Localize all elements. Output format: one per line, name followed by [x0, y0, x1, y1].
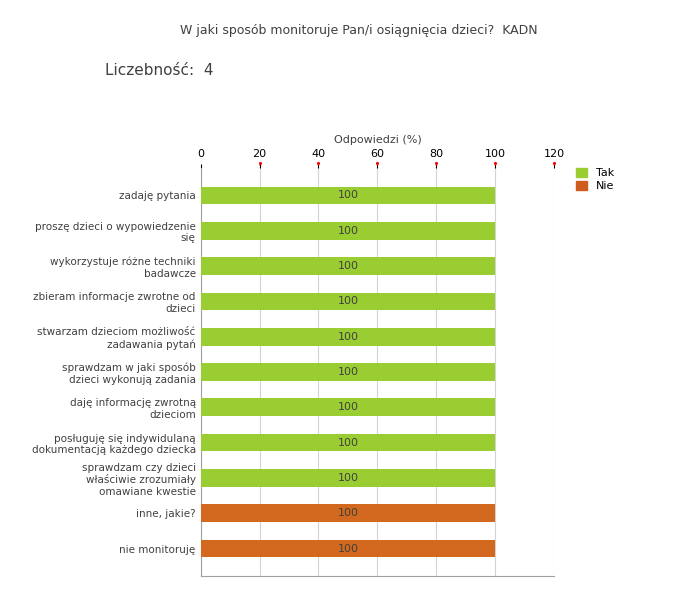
Bar [201, 505, 495, 522]
Bar [201, 540, 495, 557]
Bar [201, 434, 495, 451]
Text: 100: 100 [337, 367, 358, 377]
Text: 100: 100 [337, 508, 358, 518]
Text: W jaki sposób monitoruje Pan/i osiągnięcia dzieci?  KADN: W jaki sposób monitoruje Pan/i osiągnięc… [180, 24, 538, 37]
Bar [201, 469, 495, 487]
Text: 100: 100 [337, 403, 358, 412]
Text: 100: 100 [337, 296, 358, 307]
X-axis label: Odpowiedzi (%): Odpowiedzi (%) [333, 136, 422, 145]
Text: 100: 100 [337, 261, 358, 271]
Bar [201, 222, 495, 239]
Text: 100: 100 [337, 473, 358, 483]
Bar [201, 257, 495, 275]
Bar [201, 398, 495, 416]
Bar [201, 187, 495, 204]
Text: 100: 100 [337, 437, 358, 448]
Bar [201, 328, 495, 346]
Text: 100: 100 [337, 332, 358, 341]
Text: Liczebność:  4: Liczebność: 4 [105, 63, 214, 78]
Text: 100: 100 [337, 226, 358, 236]
Bar [201, 363, 495, 381]
Bar [201, 293, 495, 310]
Text: 100: 100 [337, 190, 358, 200]
Text: 100: 100 [337, 544, 358, 554]
Legend: Tak, Nie: Tak, Nie [574, 166, 617, 194]
